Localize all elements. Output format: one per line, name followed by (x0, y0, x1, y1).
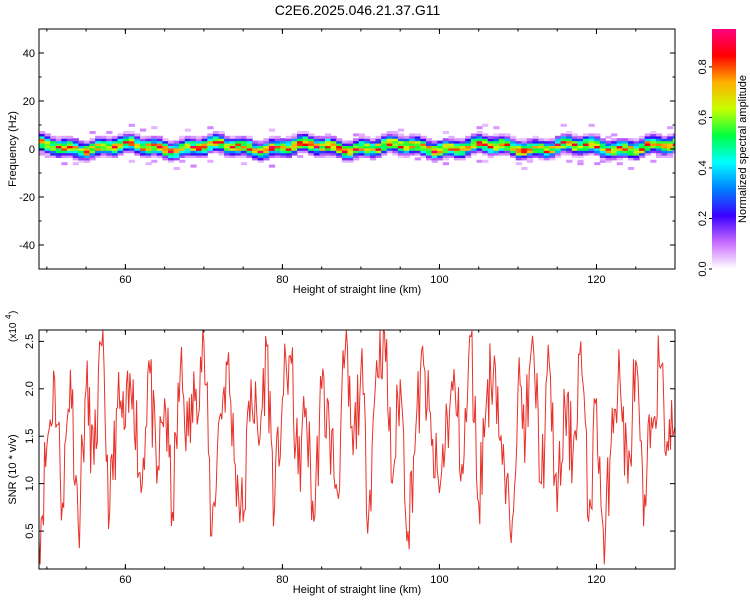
x-tick-label: 60 (119, 274, 131, 286)
y-exponent-close: ) (8, 311, 19, 314)
colorbar-tick-label: 0.2 (697, 211, 709, 226)
y-tick-label: -40 (19, 240, 35, 252)
colorbar-tick-label: 0.8 (697, 59, 709, 74)
y-tick-label: 2.5 (24, 334, 36, 349)
x-tick-label: 80 (276, 574, 288, 586)
colorbar-tick-label: 0.0 (697, 261, 709, 276)
x-tick-label: 100 (430, 274, 448, 286)
y-axis-label: Frequency (Hz) (7, 111, 19, 187)
x-axis-label: Height of straight line (km) (293, 284, 421, 296)
colorbar-label: Normalized spectral amplitude (737, 75, 749, 223)
y-exponent-base: (x10 (8, 322, 19, 342)
y-tick-label: 0 (29, 144, 35, 156)
x-tick-label: 120 (587, 574, 605, 586)
y-tick-label: -20 (19, 192, 35, 204)
x-tick-label: 60 (119, 574, 131, 586)
y-exponent-power: 4 (4, 314, 13, 319)
snr-frame (38, 329, 676, 570)
spectrogram-heatmap (39, 123, 675, 170)
colorbar (712, 29, 736, 269)
snr-series-line (39, 330, 675, 565)
x-tick-label: 100 (430, 574, 448, 586)
y-tick-label: 2.0 (24, 381, 36, 396)
colorbar-tick-label: 0.6 (697, 110, 709, 125)
y-axis-label: SNR (10 * v/v) (7, 434, 19, 504)
chart-title: C2E6.2025.046.21.37.G11 (274, 2, 441, 18)
y-tick-label: 20 (23, 96, 35, 108)
x-axis-label: Height of straight line (km) (293, 584, 421, 596)
y-tick-label: 40 (23, 48, 35, 60)
y-tick-label: 1.0 (24, 476, 36, 491)
colorbar-tick-label: 0.4 (697, 160, 709, 175)
y-exponent-label: (x10 4) (4, 311, 19, 342)
y-tick-label: 1.5 (24, 429, 36, 444)
x-tick-label: 120 (587, 274, 605, 286)
x-tick-label: 80 (276, 274, 288, 286)
y-tick-label: 0.5 (24, 523, 36, 538)
